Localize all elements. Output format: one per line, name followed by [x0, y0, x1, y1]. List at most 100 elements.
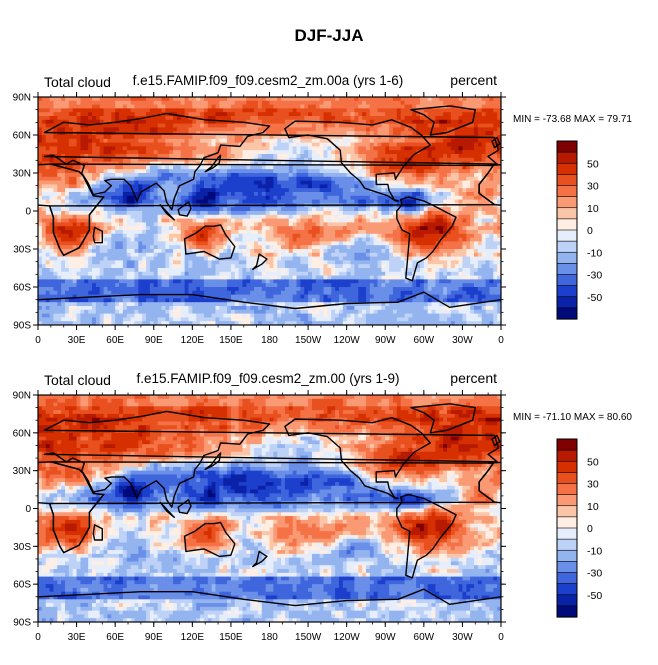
field-cell [234, 165, 240, 170]
field-cell [427, 100, 433, 106]
field-cell [238, 252, 244, 258]
field-cell [296, 233, 301, 239]
field-cell [281, 249, 286, 254]
field-cell [331, 237, 336, 242]
field-cell [211, 135, 217, 140]
field-cell [242, 116, 247, 121]
field-cell [157, 157, 163, 163]
field-cell [211, 252, 217, 258]
field-cell [149, 226, 155, 231]
field-cell [49, 112, 55, 117]
field-cell [408, 127, 413, 132]
field-cell [250, 108, 255, 113]
field-cell [119, 112, 124, 117]
field-cell [354, 135, 359, 140]
field-cell [362, 188, 367, 193]
field-cell [443, 199, 448, 204]
field-cell [238, 169, 244, 174]
field-cell [157, 222, 163, 227]
field-cell [412, 176, 417, 182]
field-cell [261, 119, 267, 125]
field-cell [481, 214, 487, 220]
field-cell [196, 104, 201, 109]
field-cell [254, 218, 259, 223]
field-cell [423, 104, 429, 109]
field-cell [454, 214, 460, 220]
field-cell [196, 230, 201, 235]
field-cell [296, 218, 301, 223]
field-cell [111, 116, 116, 121]
field-cell [207, 192, 213, 197]
field-cell [358, 218, 363, 223]
field-cell [350, 123, 355, 128]
field-cell [458, 138, 464, 144]
field-cell [119, 237, 124, 242]
field-cell [473, 154, 479, 159]
field-cell [311, 214, 317, 220]
field-cell [408, 112, 413, 117]
field-cell [115, 116, 120, 121]
field-cell [292, 241, 298, 246]
field-cell [261, 135, 267, 140]
field-cell [381, 169, 386, 174]
field-cell [99, 157, 105, 163]
field-cell [358, 241, 363, 246]
field-cell [342, 211, 348, 216]
field-cell [219, 108, 224, 113]
field-cell [358, 116, 363, 121]
field-cell [45, 188, 51, 193]
field-cell [223, 119, 228, 125]
field-cell [311, 100, 317, 106]
field-cell [443, 237, 448, 242]
field-cell [281, 230, 286, 235]
field-cell [257, 150, 263, 155]
field-cell [319, 237, 325, 242]
field-cell [408, 222, 413, 227]
field-cell [304, 195, 309, 201]
field-cell [126, 123, 132, 128]
field-cell [99, 165, 105, 170]
field-cell [466, 226, 471, 231]
field-cell [200, 237, 205, 242]
field-cell [300, 135, 305, 140]
field-cell [400, 169, 406, 174]
field-cell [95, 135, 101, 140]
field-cell [227, 241, 232, 246]
field-cell [385, 218, 390, 223]
field-cell [146, 176, 151, 182]
field-cell [65, 230, 70, 235]
field-cell [481, 203, 487, 208]
field-cell [358, 123, 363, 128]
field-cell [76, 142, 82, 147]
field-cell [481, 127, 487, 132]
field-cell [53, 214, 58, 220]
field-cell [261, 169, 267, 174]
field-cell [146, 226, 151, 231]
field-cell [477, 165, 483, 170]
field-cell [362, 233, 367, 239]
field-cell [308, 127, 313, 132]
field-cell [169, 150, 174, 155]
field-cell [416, 138, 421, 144]
field-cell [161, 173, 166, 178]
field-cell [466, 176, 471, 182]
field-cell [165, 226, 170, 231]
field-cell [45, 222, 51, 227]
field-cell [161, 192, 166, 197]
field-cell [481, 100, 487, 106]
field-cell [192, 188, 197, 193]
field-cell [215, 249, 220, 254]
field-cell [308, 214, 313, 220]
field-cell [88, 199, 93, 204]
field-cell [68, 241, 74, 246]
field-cell [246, 169, 251, 174]
field-cell [219, 233, 224, 239]
field-cell [354, 214, 359, 220]
field-cell [327, 112, 332, 117]
field-cell [242, 211, 247, 216]
field-cell [49, 241, 55, 246]
field-cell [176, 252, 182, 258]
field-cell [489, 123, 494, 128]
field-cell [485, 138, 491, 144]
field-cell [273, 237, 278, 242]
